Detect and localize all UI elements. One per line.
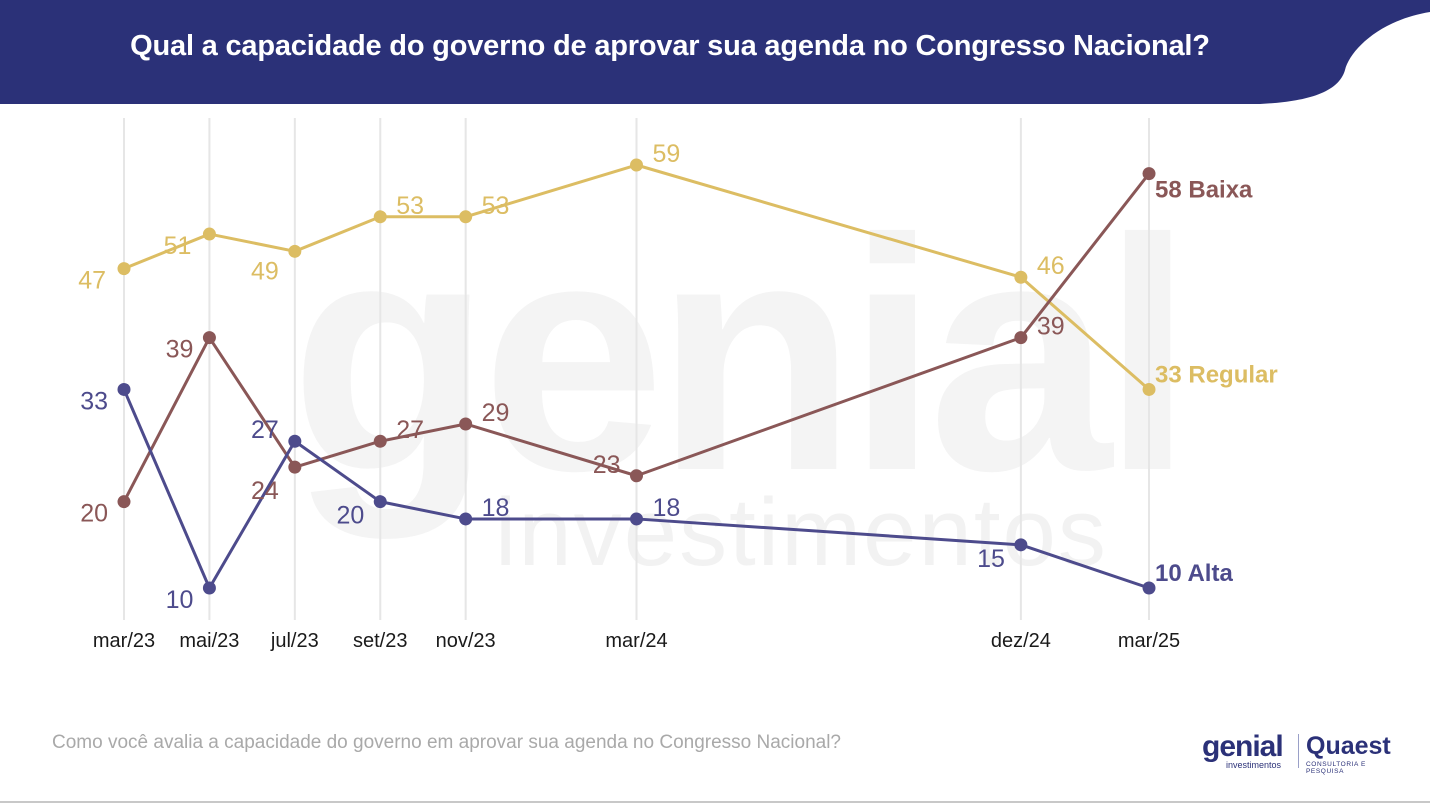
data-label-alta: 33 xyxy=(80,387,108,415)
x-tick-label: mar/25 xyxy=(1118,630,1180,652)
chart-title: Qual a capacidade do governo de aprovar … xyxy=(130,30,1210,62)
data-point-regular xyxy=(630,158,643,172)
data-point-regular xyxy=(202,227,216,241)
data-point-baixa xyxy=(1014,331,1028,345)
data-point-regular xyxy=(373,210,387,224)
data-labels: 47 51 49 53 53 59 46 33 Regular 20 39 24 27 29 23 39 58… xyxy=(78,140,1278,614)
x-tick-label: dez/24 xyxy=(991,630,1051,652)
data-point-alta xyxy=(459,512,473,526)
data-label-baixa: 39 xyxy=(1037,313,1065,341)
data-label-alta: 18 xyxy=(653,494,681,522)
data-point-baixa xyxy=(459,417,473,431)
data-label-regular: 53 xyxy=(482,192,510,220)
data-label-baixa: 29 xyxy=(482,399,510,427)
data-label-regular: 53 xyxy=(396,192,424,220)
data-label-baixa: 20 xyxy=(80,500,108,528)
data-label-regular: 49 xyxy=(251,257,279,285)
data-points xyxy=(117,158,1156,595)
end-label-alta: 10 Alta xyxy=(1155,560,1233,587)
data-point-regular xyxy=(1014,270,1028,284)
data-point-alta xyxy=(1142,581,1156,595)
data-point-regular xyxy=(459,210,473,224)
data-label-alta: 20 xyxy=(336,502,364,530)
quaest-logo: Quaest xyxy=(1306,732,1391,760)
genial-logo-sub: investimentos xyxy=(1226,760,1282,770)
genial-logo: genial xyxy=(1202,730,1284,763)
data-point-baixa xyxy=(630,469,643,483)
data-label-baixa: 39 xyxy=(166,336,194,364)
data-label-baixa: 23 xyxy=(593,451,621,479)
data-label-baixa: 27 xyxy=(396,416,424,444)
footnote: Como você avalia a capacidade do governo… xyxy=(52,732,842,753)
data-point-alta xyxy=(117,382,131,396)
data-point-alta xyxy=(288,434,302,448)
data-label-alta: 15 xyxy=(977,545,1005,573)
x-tick-label: mar/24 xyxy=(605,630,667,652)
data-point-baixa xyxy=(202,331,216,345)
data-point-baixa xyxy=(1142,167,1156,181)
data-point-baixa xyxy=(373,434,387,448)
grid-lines xyxy=(123,118,1150,620)
data-point-regular xyxy=(117,262,131,276)
end-label-regular: 33 Regular xyxy=(1155,361,1278,388)
data-label-baixa: 24 xyxy=(251,477,279,505)
bottom-divider xyxy=(0,801,1430,803)
series-line-regular xyxy=(123,163,1150,391)
data-point-alta xyxy=(202,581,216,595)
data-point-alta xyxy=(373,495,387,509)
series-line-baixa xyxy=(122,172,1151,503)
data-label-alta: 27 xyxy=(251,416,279,444)
logo-divider xyxy=(1298,734,1299,768)
data-point-regular xyxy=(1142,382,1156,396)
data-label-alta: 18 xyxy=(482,494,510,522)
data-point-alta xyxy=(1014,538,1028,552)
logos: genial investimentos Quaest CONSULTORIA … xyxy=(1200,730,1400,775)
series-lines xyxy=(122,163,1151,590)
x-axis-ticks: mar/23 mai/23 jul/23 set/23 nov/23 mar/24 dez/… xyxy=(93,630,1180,652)
x-tick-label: mai/23 xyxy=(179,630,239,652)
data-label-regular: 51 xyxy=(164,232,192,260)
data-point-baixa xyxy=(288,460,302,474)
data-label-alta: 10 xyxy=(166,586,194,614)
quaest-logo-sub: CONSULTORIA E PESQUISA xyxy=(1306,761,1366,775)
data-point-baixa xyxy=(117,495,131,509)
x-tick-label: nov/23 xyxy=(436,630,496,652)
data-label-regular: 47 xyxy=(78,267,106,295)
x-tick-label: set/23 xyxy=(353,630,407,652)
header-background xyxy=(0,0,1430,104)
data-point-alta xyxy=(630,512,643,526)
data-label-regular: 59 xyxy=(653,140,681,168)
data-point-regular xyxy=(288,244,302,258)
series-line-alta xyxy=(122,388,1150,590)
end-label-baixa: 58 Baixa xyxy=(1155,177,1253,204)
data-label-regular: 46 xyxy=(1037,252,1065,280)
x-tick-label: jul/23 xyxy=(270,630,319,652)
line-chart: 47 51 49 53 53 59 46 33 Regular 20 39 24 27 29 23 39 58… xyxy=(78,118,1278,652)
header-banner: Qual a capacidade do governo de aprovar … xyxy=(0,0,1430,104)
x-tick-label: mar/23 xyxy=(93,630,155,652)
